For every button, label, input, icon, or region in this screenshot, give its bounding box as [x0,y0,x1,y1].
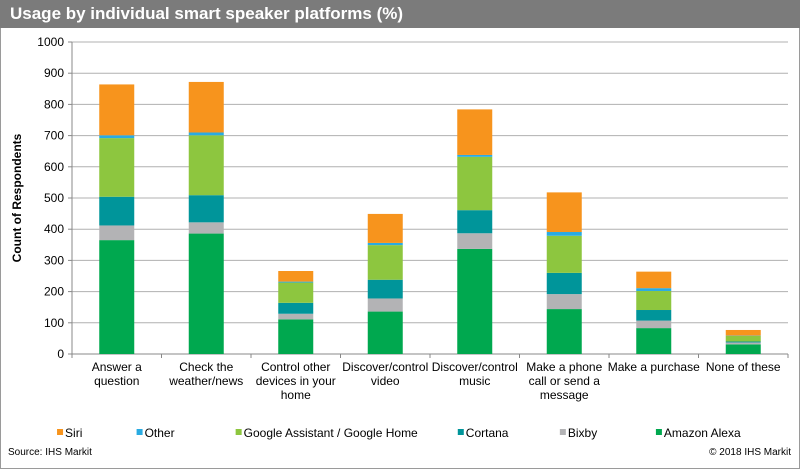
x-category-label-line: Control other [261,360,330,374]
x-category-label-line: Answer a [92,360,142,374]
y-tick-label: 0 [57,347,64,361]
legend-label: Cortana [466,426,509,440]
legend-label: Amazon Alexa [664,426,741,440]
x-category-label-line: Check the [179,360,233,374]
bar-segment-amazon-alexa [367,311,403,354]
bar-segment-google-assistant-google-home [188,135,224,196]
bar-segment-siri [636,271,672,289]
x-category-label-line: None of these [706,360,781,374]
x-category-label-line: music [459,374,490,388]
bar-segment-cortana [188,195,224,223]
legend-label: Bixby [568,426,597,440]
x-category-label-line: question [94,374,139,388]
bar-segment-amazon-alexa [636,328,672,354]
bar-segment-other [99,135,135,139]
x-category-label: Discover/control music [432,360,518,388]
bar-segment-other [546,232,582,236]
x-category-label-line: message [540,388,589,402]
x-category-label-line: home [281,388,311,402]
x-category-label: Control other devices in your home [256,360,336,402]
bar-segment-bixby [725,342,761,345]
y-tick-label: 300 [44,253,64,267]
y-axis-label: Count of Respondents [10,133,24,262]
bar-segment-bixby [188,222,224,234]
x-category-label-line: Make a purchase [608,360,700,374]
legend-swatch [136,429,143,435]
bar-segment-cortana [457,210,493,234]
bar-segment-siri [725,329,761,336]
bar-segment-google-assistant-google-home [546,235,582,273]
bar-segment-amazon-alexa [457,248,493,354]
bar-segment-cortana [546,272,582,295]
legend-swatch [57,429,64,435]
bar-segment-cortana [99,196,135,226]
bar-segment-siri [188,81,224,133]
x-category-label: Make a phone call or send a message [526,360,602,402]
bar-segment-bixby [278,313,314,320]
x-category-label: None of these [706,360,781,374]
y-tick-label: 500 [44,191,64,205]
bar-segment-cortana [367,279,403,299]
bar-segment-cortana [278,302,314,314]
x-category-label-line: call or send a [529,374,601,388]
bar-segment-google-assistant-google-home [457,156,493,211]
bar-segment-siri [367,213,403,243]
bar-segment-google-assistant-google-home [278,282,314,303]
y-tick-label: 600 [44,160,64,174]
y-tick-label: 900 [44,66,64,80]
bar-segment-other [457,154,493,157]
bar-segment-amazon-alexa [725,344,761,354]
legend-swatch [457,429,464,435]
bar-segment-bixby [546,294,582,310]
y-tick-label: 1000 [37,35,64,49]
x-category-label: Discover/control video [342,360,428,388]
bar-segment-other [367,242,403,246]
x-category-label-line: devices in your [256,374,336,388]
x-category-label: Make a purchase [608,360,700,374]
bar-segment-bixby [457,233,493,249]
bar-segment-google-assistant-google-home [99,138,135,197]
bar-segment-amazon-alexa [278,319,314,354]
bar-segment-amazon-alexa [546,309,582,354]
x-category-label: Answer a question [92,360,142,388]
x-category-label-line: Discover/control [342,360,428,374]
bar-segment-cortana [725,341,761,343]
y-tick-label: 100 [44,316,64,330]
x-category-label: Check the weather/news [168,360,243,388]
legend-label: Other [145,426,175,440]
x-category-label-line: weather/news [168,374,243,388]
bar-segment-other [636,288,672,291]
legend-swatch [235,429,242,435]
y-tick-label: 800 [44,97,64,111]
bar-segment-bixby [636,320,672,329]
copyright-note: © 2018 IHS Markit [709,447,791,458]
bar-segment-cortana [636,310,672,321]
bar-segment-siri [99,84,135,136]
bar-segment-google-assistant-google-home [367,245,403,280]
bar-segment-other [278,281,314,283]
legend-swatch [559,429,566,435]
bar-segment-amazon-alexa [99,240,135,354]
bar-segment-other [188,132,224,136]
chart-title: Usage by individual smart speaker platfo… [0,0,800,28]
y-tick-label: 200 [44,285,64,299]
bar-segment-google-assistant-google-home [636,290,672,311]
legend-swatch [655,429,662,435]
bar-segment-amazon-alexa [188,233,224,354]
legend-label: Siri [65,426,82,440]
source-note: Source: IHS Markit [8,447,92,458]
bar-segment-google-assistant-google-home [725,335,761,342]
bar-segment-siri [457,109,493,155]
bar-segment-siri [546,192,582,233]
legend-label: Google Assistant / Google Home [244,426,418,440]
y-tick-label: 700 [44,129,64,143]
y-tick-label: 400 [44,222,64,236]
bar-segment-siri [278,271,314,282]
x-category-label-line: Discover/control [432,360,518,374]
x-category-label-line: Make a phone [526,360,602,374]
bar-segment-bixby [99,225,135,241]
bar-segment-bixby [367,298,403,312]
x-category-label-line: video [371,374,400,388]
